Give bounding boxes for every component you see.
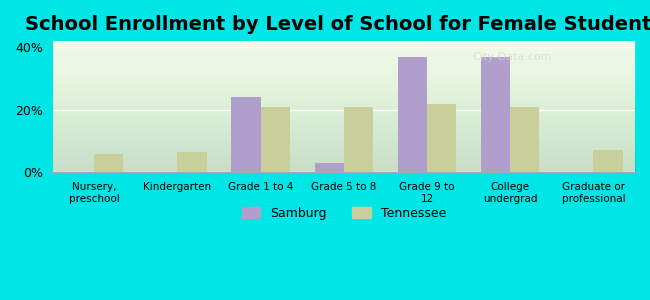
- Title: School Enrollment by Level of School for Female Students: School Enrollment by Level of School for…: [25, 15, 650, 34]
- Bar: [231, 97, 261, 172]
- Bar: [261, 107, 290, 172]
- Bar: [94, 154, 124, 172]
- Bar: [427, 103, 456, 172]
- Bar: [398, 57, 427, 172]
- Bar: [315, 163, 344, 172]
- Text: City-Data.com: City-Data.com: [472, 52, 552, 62]
- Bar: [344, 107, 373, 172]
- Legend: Samburg, Tennessee: Samburg, Tennessee: [237, 202, 451, 225]
- Bar: [177, 152, 207, 172]
- Bar: [481, 57, 510, 172]
- Bar: [510, 107, 540, 172]
- Bar: [593, 150, 623, 172]
